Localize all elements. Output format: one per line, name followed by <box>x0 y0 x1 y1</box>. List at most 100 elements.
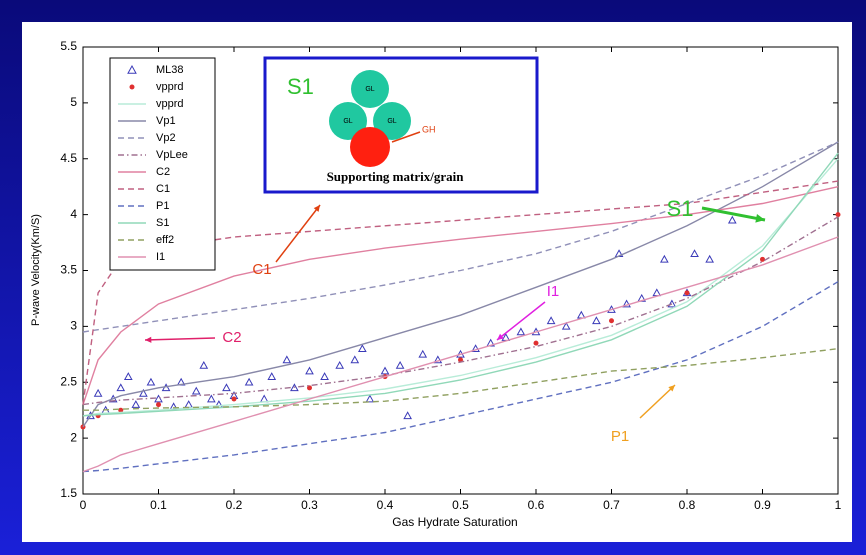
data-point <box>139 388 148 397</box>
legend-box <box>109 57 216 271</box>
x-tick-label: 0.2 <box>226 498 243 512</box>
data-point <box>156 402 161 408</box>
data-point <box>403 411 412 420</box>
inset-label: S1 <box>287 74 314 99</box>
grain-label: GL <box>387 118 396 125</box>
y-axis-label: P-wave Velocity(Km/S) <box>30 214 42 326</box>
data-point <box>365 394 375 403</box>
hydrate <box>350 127 390 167</box>
data-point <box>335 360 345 369</box>
grain <box>351 70 389 108</box>
data-point <box>667 299 677 308</box>
legend-label: I1 <box>156 251 165 263</box>
annotation: I1 <box>547 283 560 300</box>
y-tick-label: 5.5 <box>60 39 77 53</box>
annotation: P1 <box>611 428 629 445</box>
data-point <box>191 386 201 395</box>
x-tick-label: 0.5 <box>452 498 469 512</box>
data-point <box>690 249 699 258</box>
arrow-head <box>668 385 675 392</box>
data-point <box>592 316 601 325</box>
legend-marker <box>129 84 135 90</box>
y-tick-label: 4 <box>70 207 77 221</box>
data-point <box>282 355 292 364</box>
data-point <box>561 321 571 330</box>
data-point <box>705 254 714 263</box>
grain <box>373 102 411 140</box>
arrow-head <box>497 333 504 340</box>
data-point <box>433 355 443 364</box>
arrow-head <box>755 214 765 223</box>
annotation-arrow <box>496 301 546 341</box>
grain-label: GL <box>343 118 352 125</box>
series-line <box>82 141 839 428</box>
series-line <box>82 158 839 417</box>
data-point <box>835 212 841 218</box>
y-tick-label: 3 <box>70 319 77 333</box>
legend-label: C2 <box>156 166 170 178</box>
x-tick-label: 0.3 <box>301 498 318 512</box>
data-point <box>418 349 428 358</box>
data-point <box>154 394 163 403</box>
legend-label: VpLee <box>156 149 188 161</box>
arrow-head <box>313 205 320 212</box>
y-tick-label: 1.5 <box>60 486 77 500</box>
data-point <box>380 366 390 375</box>
data-point <box>516 327 526 336</box>
x-tick-label: 0.6 <box>528 498 545 512</box>
data-point <box>244 377 254 386</box>
grain <box>329 102 367 140</box>
series-line <box>82 186 839 405</box>
series-line <box>82 141 839 333</box>
inset-caption: Supporting matrix/grain <box>327 169 465 184</box>
data-point <box>131 400 141 408</box>
annotation-arrow <box>275 204 321 263</box>
data-point <box>222 383 231 392</box>
series-line <box>82 236 839 473</box>
data-point <box>471 344 480 353</box>
hydrate-label: GH <box>422 124 436 134</box>
data-point <box>231 396 237 402</box>
legend-label: P1 <box>156 200 169 212</box>
x-axis-label: Gas Hydrate Saturation <box>392 515 517 529</box>
data-point <box>358 344 367 353</box>
data-point <box>93 388 103 397</box>
data-point <box>395 360 405 369</box>
inset: S1 GL GL GL GH Supporting matrix/grain <box>263 56 539 194</box>
annotation-arrow <box>639 384 676 419</box>
legend-label: Vp1 <box>156 115 176 127</box>
data-point <box>727 215 737 224</box>
series-line <box>82 281 839 473</box>
data-point <box>305 366 314 375</box>
annotation: C1 <box>252 261 271 278</box>
x-tick-label: 0.4 <box>377 498 394 512</box>
data-point <box>350 355 360 364</box>
data-point <box>199 360 209 369</box>
x-tick-label: 0 <box>80 498 87 512</box>
y-tick-label: 2.5 <box>60 374 77 388</box>
annotation-arrow <box>144 337 216 341</box>
annotation: S1 <box>667 196 694 221</box>
data-point <box>123 372 133 380</box>
data-point <box>118 407 124 413</box>
data-point <box>290 383 299 392</box>
data-point <box>609 318 614 324</box>
legend-label: vpprd <box>156 81 184 93</box>
inset-arrow <box>391 131 421 143</box>
legend-label: S1 <box>156 217 169 229</box>
x-tick-label: 0.9 <box>754 498 771 512</box>
data-point <box>622 299 631 308</box>
data-point <box>320 372 329 380</box>
data-point <box>146 377 156 386</box>
data-point <box>307 385 312 391</box>
arrow-head <box>145 336 152 343</box>
legend-label: ML38 <box>156 64 184 76</box>
grain-label: GL <box>365 86 374 93</box>
series-line <box>83 348 839 411</box>
data-point <box>546 316 556 325</box>
annotation: C2 <box>222 329 241 346</box>
legend-label: vpprd <box>156 98 184 110</box>
y-tick-label: 2 <box>70 430 77 444</box>
series-line <box>82 152 839 417</box>
